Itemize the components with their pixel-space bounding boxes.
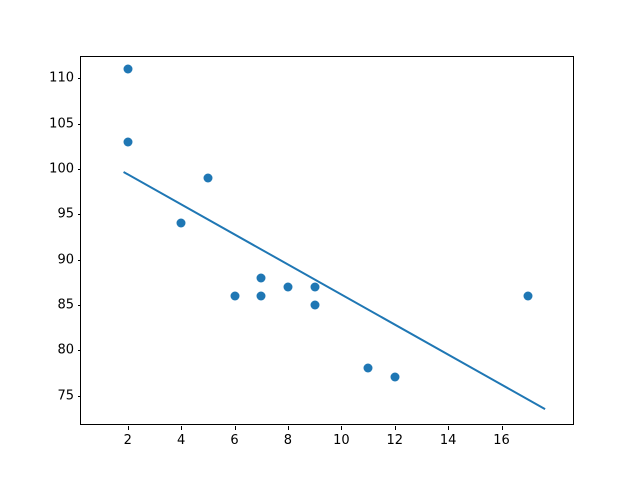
plot-axes: 75 80 85 90 95 100 105 110 2 4 6 8 10 12 14 16 [49,56,574,447]
y-tick-mark [77,214,81,216]
scatter-point [203,173,213,183]
x-tick-label: 8 [283,433,293,448]
scatter-point [390,372,400,382]
y-tick-label: 100 [49,161,74,177]
y-tick-label: 95 [57,206,74,222]
x-tick-mark [181,426,183,430]
y-tick-mark [77,168,81,170]
x-tick-label: 4 [176,433,186,448]
y-tick-label: 80 [57,342,74,358]
x-tick-mark [234,426,236,430]
scatter-point [230,291,240,301]
x-tick-label: 2 [123,433,132,448]
x-tick-label: 10 [333,433,350,448]
scatter-point [283,282,293,292]
scatter-point [523,291,533,301]
trend-line [123,171,546,410]
x-tick-mark [127,426,129,430]
y-tick-label: 75 [57,388,74,404]
y-tick-mark [77,304,81,306]
y-tick-mark [77,123,81,125]
x-tick-mark [448,426,450,430]
x-tick-mark [287,426,289,430]
scatter-point [363,363,373,373]
y-tick-mark [77,350,81,352]
scatter-point [176,218,186,228]
scatter-point [310,282,320,292]
scatter-point [123,64,133,74]
x-tick-mark [394,426,396,430]
x-tick-mark [341,426,343,430]
y-tick-mark [77,78,81,80]
data-overlay [123,171,546,410]
scatter-point [310,300,320,310]
y-tick-mark [77,259,81,261]
x-tick-mark [501,426,503,430]
y-tick-label: 85 [57,297,74,313]
scatter-point [256,273,266,283]
x-tick-label: 16 [493,433,510,448]
scatter-point [256,291,266,301]
scatter-point [123,137,133,147]
y-tick-label: 105 [49,116,74,132]
x-tick-label: 14 [439,433,457,448]
y-tick-label: 90 [57,252,74,268]
trend-line-group [123,171,546,410]
x-tick-label: 12 [386,433,404,448]
y-tick-label: 110 [49,70,74,86]
x-tick-label: 6 [230,433,239,448]
plot-area [81,57,573,424]
y-tick-mark [77,395,81,397]
